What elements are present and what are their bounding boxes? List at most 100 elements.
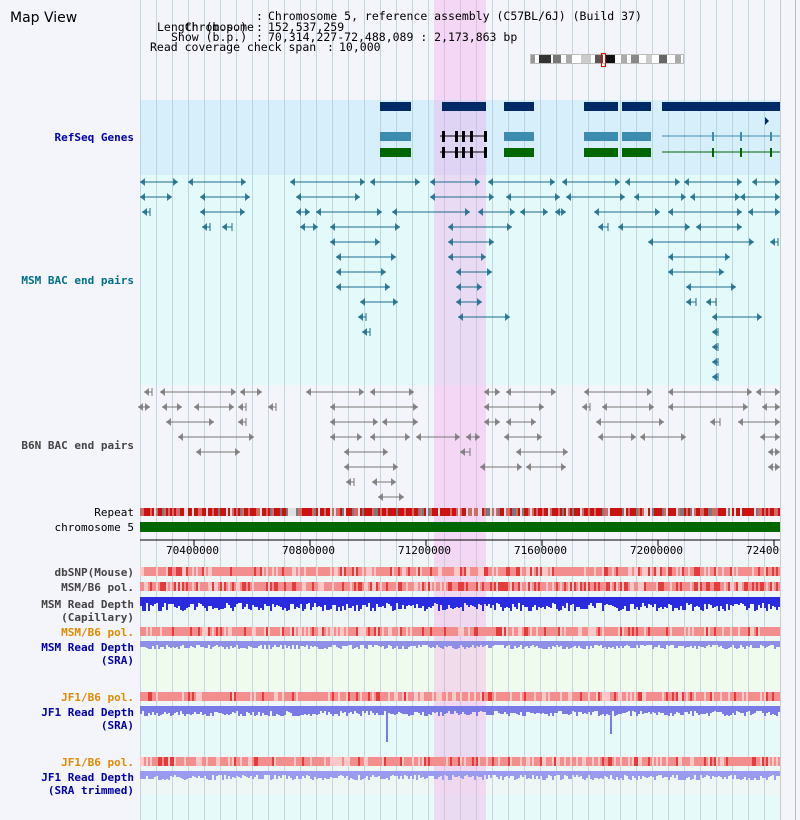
- read-depth-bar: [672, 641, 674, 645]
- read-depth-bar: [208, 706, 210, 716]
- track-label-msm-b6-pol[interactable]: MSM/B6 pol.: [61, 581, 134, 594]
- read-depth-bar: [162, 771, 164, 779]
- polymorphism-cell: [308, 567, 310, 576]
- read-depth-bar: [428, 597, 430, 607]
- read-depth-bar: [620, 706, 622, 714]
- b6n-bac-pair-end: [162, 403, 167, 411]
- read-depth-bar: [398, 706, 400, 712]
- read-depth-bar: [154, 597, 156, 604]
- read-depth-bar: [628, 641, 630, 646]
- grid-line: [220, 0, 221, 820]
- grid-line: [268, 0, 269, 820]
- polymorphism-cell: [734, 757, 736, 766]
- b6n-bac-pair-end: [480, 463, 485, 471]
- track-label-jf1-trim[interactable]: JF1 Read Depth: [41, 771, 134, 784]
- read-depth-bar: [338, 597, 340, 607]
- read-depth-bar: [698, 641, 700, 646]
- polymorphism-cell: [458, 692, 460, 701]
- polymorphism-cell: [442, 567, 444, 576]
- read-depth-bar: [478, 706, 480, 712]
- read-depth-bar: [622, 706, 624, 713]
- polymorphism-cell: [370, 567, 372, 576]
- read-depth-bar: [282, 706, 284, 716]
- polymorphism-cell: [166, 582, 168, 591]
- read-depth-bar: [650, 771, 652, 776]
- right-scroll-strip: [795, 0, 796, 820]
- b6n-bac-pair-end: [383, 448, 388, 456]
- polymorphism-cell: [432, 567, 434, 576]
- read-depth-bar: [398, 771, 400, 779]
- track-label-msm-bac[interactable]: MSM BAC end pairs: [21, 274, 134, 287]
- read-depth-bar: [320, 641, 322, 649]
- read-depth-bar: [578, 771, 580, 777]
- polymorphism-cell: [642, 627, 644, 636]
- grid-line: [316, 0, 317, 820]
- track-label-jf1-depth[interactable]: JF1 Read Depth: [41, 706, 134, 719]
- read-depth-bar: [194, 597, 196, 610]
- polymorphism-cell: [232, 627, 234, 636]
- read-depth-bar: [500, 597, 502, 607]
- read-depth-bar: [520, 706, 522, 712]
- polymorphism-cell: [420, 582, 422, 591]
- read-depth-bar: [512, 771, 514, 776]
- read-depth-bar: [740, 706, 742, 713]
- read-depth-bar: [358, 771, 360, 775]
- repeat-cell: [610, 508, 612, 516]
- polymorphism-cell: [728, 757, 730, 766]
- polymorphism-cell: [312, 692, 314, 701]
- polymorphism-cell: [538, 757, 540, 766]
- read-depth-bar: [150, 597, 152, 605]
- track-label-msm-depth-sra-sub: (SRA): [100, 654, 134, 667]
- track-label-msm-b6-pol-2[interactable]: MSM/B6 pol.: [61, 626, 134, 639]
- chromosome-ideogram[interactable]: [530, 53, 684, 67]
- polymorphism-cell: [200, 692, 202, 701]
- polymorphism-cell: [218, 567, 220, 576]
- polymorphism-cell: [328, 692, 330, 701]
- read-depth-bar: [314, 597, 316, 603]
- polymorphism-cell: [414, 567, 416, 576]
- polymorphism-cell: [456, 567, 458, 576]
- read-depth-bar: [510, 771, 512, 776]
- polymorphism-cell: [226, 627, 228, 636]
- polymorphism-cell: [522, 627, 524, 636]
- read-depth-bar: [574, 771, 576, 777]
- read-depth-bar: [446, 641, 448, 647]
- polymorphism-cell: [732, 582, 734, 591]
- polymorphism-cell: [638, 582, 640, 591]
- repeat-cell: [744, 508, 746, 516]
- b6n-bac-pair-end: [531, 418, 536, 426]
- read-depth-bar: [260, 706, 262, 716]
- polymorphism-cell: [412, 692, 414, 701]
- repeat-cell: [252, 508, 254, 516]
- polymorphism-cell: [262, 627, 264, 636]
- gene-strand-arrow: [584, 102, 588, 111]
- read-depth-bar: [354, 706, 356, 711]
- track-label-b6n-bac[interactable]: B6N BAC end pairs: [21, 439, 134, 452]
- read-depth-bar: [760, 641, 762, 645]
- read-depth-bar: [314, 641, 316, 646]
- polymorphism-cell: [180, 627, 182, 636]
- read-depth-bar: [686, 771, 688, 778]
- polymorphism-cell: [140, 567, 142, 576]
- read-depth-bar: [274, 706, 276, 716]
- polymorphism-cell: [700, 692, 702, 701]
- repeat-cell: [674, 508, 676, 516]
- polymorphism-cell: [766, 757, 768, 766]
- polymorphism-cell: [774, 627, 776, 636]
- track-label-refseq[interactable]: RefSeq Genes: [54, 131, 134, 144]
- track-label-dbsnp[interactable]: dbSNP(Mouse): [54, 566, 134, 579]
- track-label-msm-depth-cap[interactable]: MSM Read Depth: [41, 598, 134, 611]
- b6n-bac-pair-end: [330, 418, 335, 426]
- track-label-jf1-b6-pol[interactable]: JF1/B6 pol.: [61, 691, 134, 704]
- b6n-bac-pair-end: [631, 433, 636, 441]
- polymorphism-cell: [682, 567, 684, 576]
- polymorphism-cell: [340, 627, 342, 636]
- read-depth-bar: [644, 706, 646, 713]
- read-depth-bar: [448, 641, 450, 646]
- track-label-msm-depth-sra[interactable]: MSM Read Depth: [41, 641, 134, 654]
- polymorphism-cell: [608, 582, 610, 591]
- track-label-jf1-b6-pol-2[interactable]: JF1/B6 pol.: [61, 756, 134, 769]
- b6n-bac-pair-end: [235, 448, 240, 456]
